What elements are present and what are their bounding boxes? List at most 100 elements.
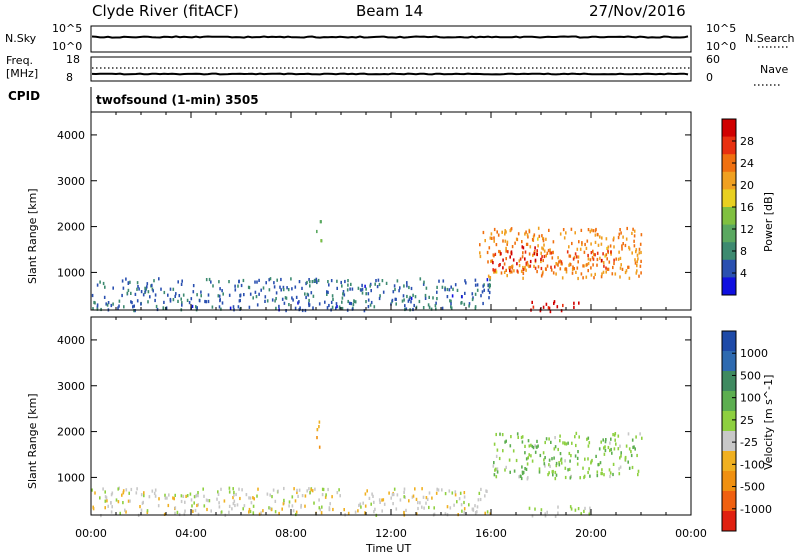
power-cell: [507, 250, 509, 254]
velocity-cell: [588, 512, 591, 516]
x-tick-label: 12:00: [375, 527, 407, 540]
power-cell: [476, 283, 479, 287]
velocity-cell: [408, 499, 410, 503]
power-cell: [409, 295, 411, 299]
velocity-cell: [505, 465, 507, 469]
power-cell: [306, 280, 308, 285]
power-cell: [364, 284, 366, 288]
power-cell: [295, 295, 298, 299]
velocity-cell: [193, 495, 196, 499]
power-cell: [232, 305, 235, 309]
power-cell: [587, 253, 589, 258]
power-cell: [492, 261, 494, 265]
power-cell: [196, 306, 198, 310]
power-cell: [489, 278, 491, 282]
velocity-cell: [295, 510, 298, 514]
velocity-cell: [238, 487, 240, 491]
power-cell: [639, 264, 642, 268]
power-cell: [547, 306, 550, 310]
power-cell: [413, 303, 415, 308]
power-cell: [222, 292, 224, 296]
velocity-cell: [584, 506, 586, 510]
velocity-cell: [571, 441, 573, 445]
velocity-cell: [140, 493, 143, 497]
power-cell: [297, 301, 299, 305]
velocity-cell: [527, 439, 530, 443]
velocity-cell: [128, 491, 130, 495]
power-cell: [602, 261, 605, 265]
power-colorbar-segment: [722, 136, 736, 155]
velocity-cell: [564, 459, 566, 463]
power-cell: [568, 263, 570, 267]
power-cell: [595, 227, 597, 232]
velocity-cell: [390, 496, 392, 500]
power-cell: [549, 251, 551, 255]
power-cell: [102, 281, 105, 286]
velocity-cell: [518, 475, 520, 479]
velocity-cell: [504, 440, 506, 444]
power-cell: [151, 283, 153, 287]
power-cell: [538, 234, 541, 238]
power-cell: [549, 310, 552, 314]
velocity-cell: [256, 494, 258, 498]
velocity-cell: [391, 493, 394, 497]
velocity-cell: [528, 444, 531, 448]
velocity-cell: [545, 437, 548, 441]
power-cell: [174, 294, 176, 298]
power-cell: [638, 274, 640, 278]
velocity-cell: [310, 488, 312, 492]
velocity-cell: [544, 512, 546, 516]
velocity-cell: [558, 463, 561, 467]
velocity-cell: [542, 451, 545, 455]
velocity-cell: [557, 505, 559, 509]
velocity-cell: [522, 471, 524, 476]
power-cell: [587, 269, 589, 273]
velocity-cell: [368, 496, 371, 500]
power-cell: [305, 281, 307, 286]
power-cell: [636, 260, 638, 264]
power-cell: [369, 303, 372, 307]
velocity-cell: [166, 496, 168, 500]
power-cell: [207, 299, 210, 304]
power-cell: [204, 299, 206, 304]
power-cell: [308, 278, 310, 282]
power-cell: [581, 241, 583, 245]
velocity-cell: [421, 487, 423, 491]
power-cell: [395, 302, 397, 306]
velocity-cell: [104, 490, 106, 494]
power-cell: [596, 251, 599, 255]
power-cell: [487, 274, 490, 278]
power-cell: [591, 256, 594, 260]
velocity-cell: [153, 491, 156, 495]
velocity-cell: [399, 498, 402, 502]
power-cell: [175, 292, 177, 296]
power-cell: [528, 264, 530, 269]
power-cell: [619, 275, 621, 279]
power-cell: [541, 255, 543, 259]
power-cell: [136, 281, 139, 285]
power-cell: [434, 304, 437, 308]
power-cell: [611, 272, 614, 276]
velocity-cell: [631, 438, 634, 442]
power-cell: [332, 297, 334, 301]
power-cell: [570, 227, 573, 231]
power-cell: [621, 267, 624, 271]
velocity-cell: [189, 492, 192, 496]
power-cell: [468, 304, 470, 308]
power-cell: [112, 286, 114, 290]
power-cell: [582, 276, 584, 280]
power-cell: [211, 305, 214, 309]
velocity-cell: [526, 477, 529, 481]
power-cell: [247, 285, 250, 289]
power-cell: [354, 300, 357, 304]
power-cell: [521, 255, 524, 259]
power-cell: [508, 266, 510, 270]
power-cell: [562, 228, 565, 232]
velocity-cell: [176, 510, 179, 514]
power-cell: [529, 259, 532, 264]
velocity-cell: [411, 495, 414, 499]
power-cell: [374, 282, 376, 286]
power-cell: [442, 279, 445, 283]
power-cell: [180, 297, 182, 301]
power-cell: [370, 289, 372, 293]
